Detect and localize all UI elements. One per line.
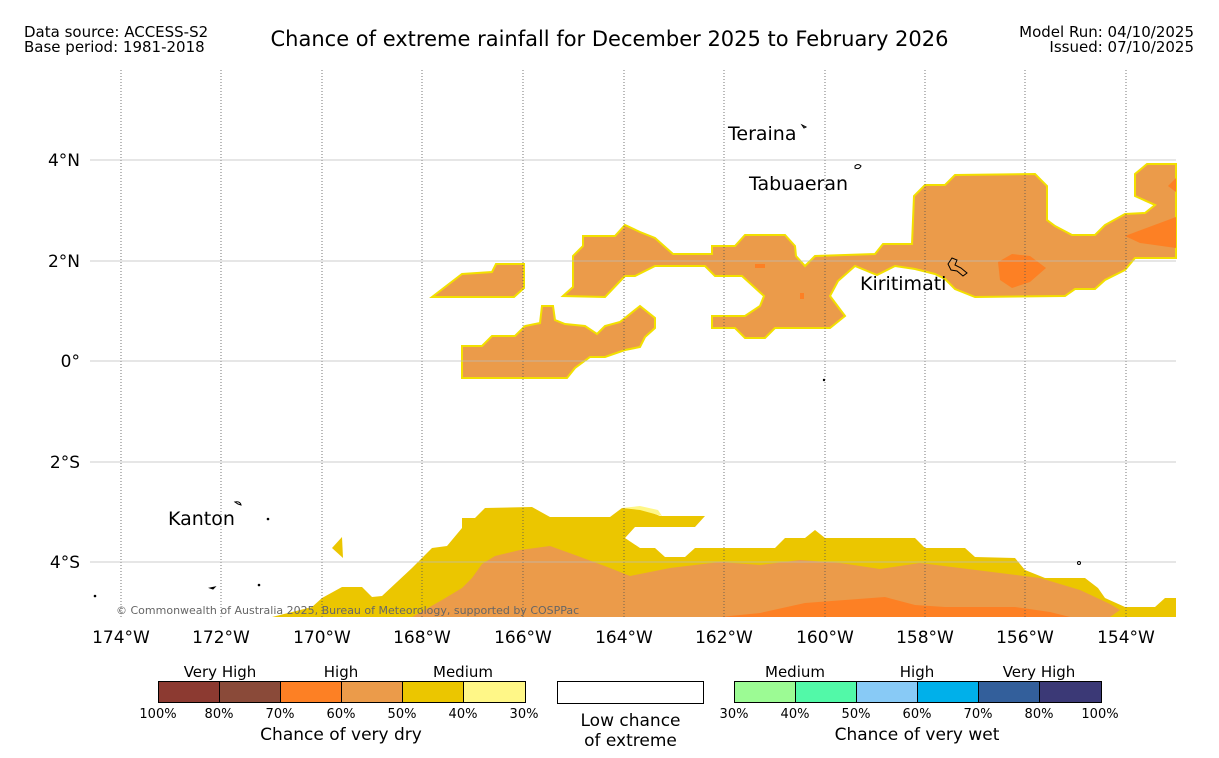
dry-category-high: High bbox=[323, 663, 359, 681]
lon-label-166w: 166°W bbox=[494, 628, 552, 648]
dry-tick: 40% bbox=[448, 707, 478, 722]
kanton-island bbox=[233, 501, 242, 506]
wet-tick: 40% bbox=[780, 707, 810, 722]
page-title: Chance of extreme rainfall for December … bbox=[270, 27, 949, 51]
lat-label-0: 0° bbox=[61, 352, 80, 372]
issued-text: Issued: 07/10/2025 bbox=[1049, 38, 1194, 56]
dry-region-south-high bbox=[412, 546, 1120, 617]
map-graticule bbox=[120, 70, 1127, 617]
low-chance-caption-line1: Low chance bbox=[580, 711, 681, 731]
wet-category-high: High bbox=[899, 663, 935, 681]
dry-legend-caption: Chance of very dry bbox=[260, 725, 422, 745]
dry-tick: 50% bbox=[387, 707, 417, 722]
dry-swatch-4 bbox=[342, 682, 403, 702]
place-label-teraina: Teraina bbox=[727, 123, 797, 145]
lon-label-154w: 154°W bbox=[1097, 628, 1155, 648]
dry-region-high-patch-kiritimati bbox=[998, 254, 1046, 288]
dry-category-medium: Medium bbox=[433, 663, 493, 681]
dry-regions bbox=[272, 163, 1177, 617]
place-label-kanton: Kanton bbox=[168, 508, 235, 530]
copyright-notice: © Commonwealth of Australia 2025, Bureau… bbox=[116, 604, 579, 617]
dry-region-small-patch-2 bbox=[800, 293, 804, 299]
wet-swatch-4 bbox=[918, 682, 979, 702]
low-chance-caption-line2: of extreme bbox=[584, 731, 677, 751]
small-island-2 bbox=[208, 586, 217, 590]
lon-label-156w: 156°W bbox=[996, 628, 1054, 648]
rainfall-map: Teraina Tabuaeran Kiritimati Kanton 4°N … bbox=[48, 70, 1177, 648]
dry-region-north-west bbox=[429, 263, 525, 298]
tabuaeran-island bbox=[854, 164, 862, 170]
teraina-island bbox=[800, 123, 808, 129]
dry-swatch-2 bbox=[220, 682, 281, 702]
wet-colorbar bbox=[734, 681, 1102, 703]
wet-legend-caption: Chance of very wet bbox=[834, 725, 1000, 745]
model-run-text: Model Run: 04/10/2025 bbox=[1019, 23, 1194, 41]
lon-label-168w: 168°W bbox=[393, 628, 451, 648]
dry-region-high-patch-east bbox=[1125, 217, 1176, 248]
wet-category-medium: Medium bbox=[765, 663, 825, 681]
dry-region-south-west-sliver bbox=[332, 537, 343, 558]
wet-swatch-5 bbox=[979, 682, 1040, 702]
small-island-1 bbox=[266, 517, 270, 521]
wet-swatch-2 bbox=[796, 682, 857, 702]
base-period-text: Base period: 1981-2018 bbox=[24, 38, 205, 56]
dry-swatch-3 bbox=[281, 682, 342, 702]
wet-tick: 70% bbox=[963, 707, 993, 722]
dry-tick: 60% bbox=[326, 707, 356, 722]
dry-tick: 30% bbox=[509, 707, 539, 722]
small-island-6 bbox=[822, 378, 826, 382]
small-island-4 bbox=[93, 594, 97, 598]
dry-tick: 100% bbox=[139, 707, 177, 722]
wet-category-very-high: Very High bbox=[1002, 663, 1076, 681]
small-island-5 bbox=[1077, 561, 1081, 565]
dry-tick: 70% bbox=[265, 707, 295, 722]
latitude-lines bbox=[90, 159, 1176, 563]
lon-label-172w: 172°W bbox=[192, 628, 250, 648]
dry-region-north-center bbox=[560, 163, 1177, 339]
wet-swatch-6 bbox=[1040, 682, 1101, 702]
lat-label-4s: 4°S bbox=[50, 553, 80, 573]
wet-tick: 60% bbox=[902, 707, 932, 722]
lon-label-164w: 164°W bbox=[595, 628, 653, 648]
wet-swatch-1 bbox=[735, 682, 796, 702]
dry-region-south-very-high bbox=[720, 597, 1070, 617]
lon-label-160w: 160°W bbox=[796, 628, 854, 648]
low-chance-swatch bbox=[557, 681, 704, 704]
lon-label-170w: 170°W bbox=[293, 628, 351, 648]
wet-swatch-3 bbox=[857, 682, 918, 702]
kiritimati-island bbox=[947, 257, 968, 277]
dry-swatch-1 bbox=[159, 682, 220, 702]
place-label-tabuaeran: Tabuaeran bbox=[748, 173, 848, 195]
dry-region-high-patch-ne bbox=[1168, 178, 1176, 192]
dry-category-very-high: Very High bbox=[183, 663, 257, 681]
place-label-kiritimati: Kiritimati bbox=[860, 273, 946, 295]
wet-tick: 30% bbox=[719, 707, 749, 722]
small-island-3 bbox=[257, 583, 261, 587]
lat-label-2n: 2°N bbox=[48, 252, 80, 272]
lon-label-162w: 162°W bbox=[695, 628, 753, 648]
dry-region-north-south bbox=[461, 304, 656, 379]
data-source-text: Data source: ACCESS-S2 bbox=[24, 23, 209, 41]
dry-region-south-medium-edge bbox=[622, 506, 662, 516]
dry-region-small-patch-1 bbox=[755, 264, 765, 268]
dry-swatch-6 bbox=[464, 682, 525, 702]
wet-tick: 80% bbox=[1024, 707, 1054, 722]
islands bbox=[93, 123, 1081, 598]
dry-swatch-5 bbox=[403, 682, 464, 702]
lon-label-158w: 158°W bbox=[896, 628, 954, 648]
dry-tick: 80% bbox=[204, 707, 234, 722]
lon-label-174w: 174°W bbox=[92, 628, 150, 648]
dry-colorbar bbox=[158, 681, 526, 703]
wet-tick: 100% bbox=[1081, 707, 1119, 722]
lat-label-2s: 2°S bbox=[50, 453, 80, 473]
wet-tick: 50% bbox=[841, 707, 871, 722]
lat-label-4n: 4°N bbox=[48, 151, 80, 171]
